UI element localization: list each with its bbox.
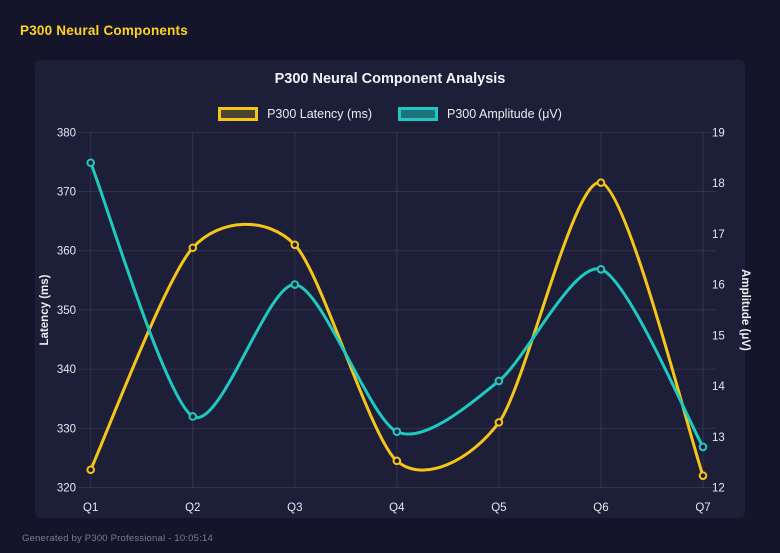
data-point-amplitude-q7[interactable] (698, 442, 708, 452)
chart-legend: P300 Latency (ms) P300 Amplitude (μV) (35, 104, 745, 124)
latency-series-swatch (218, 107, 259, 121)
right-axis-tick-label: 14 (712, 381, 725, 393)
right-axis-title: Amplitude (μV) (739, 269, 751, 351)
legend-item-amplitude[interactable]: P300 Amplitude (μV) (398, 107, 562, 121)
x-axis-category-label: Q7 (695, 502, 710, 514)
data-point-latency-q1[interactable] (86, 465, 95, 475)
legend-item-latency[interactable]: P300 Latency (ms) (218, 107, 372, 121)
data-point-latency-q3[interactable] (290, 240, 300, 250)
left-axis-title: Latency (ms) (39, 274, 51, 345)
data-point-latency-q6[interactable] (596, 178, 606, 187)
left-axis-tick-label: 340 (57, 364, 76, 376)
legend-label-amplitude: P300 Amplitude (μV) (447, 107, 562, 121)
right-axis-tick-label: 13 (712, 432, 725, 444)
x-axis-category-label: Q5 (491, 502, 506, 514)
left-axis-tick-label: 330 (57, 423, 76, 435)
chart-title: P300 Neural Component Analysis (274, 71, 506, 87)
left-axis-tick-label: 320 (57, 483, 76, 495)
data-point-amplitude-q6[interactable] (596, 265, 606, 274)
legend-label-latency: P300 Latency (ms) (267, 107, 372, 121)
right-axis-tick-label: 17 (712, 229, 725, 241)
left-axis-tick-label: 350 (57, 305, 76, 317)
x-axis-category-label: Q1 (83, 502, 98, 514)
right-axis-tick-label: 18 (712, 178, 725, 190)
page-title: P300 Neural Components (20, 23, 188, 38)
x-axis-category-label: Q3 (287, 502, 302, 514)
left-axis-tick-label: 360 (57, 246, 76, 258)
x-axis-category-label: Q6 (593, 502, 608, 514)
right-axis-tick-label: 19 (712, 127, 725, 139)
data-point-latency-q4[interactable] (392, 456, 402, 466)
data-point-latency-q7[interactable] (698, 471, 708, 480)
right-axis-tick-label: 12 (712, 483, 725, 495)
right-axis-tick-label: 15 (712, 330, 725, 342)
footer-text: Generated by P300 Professional - 10:05:1… (22, 533, 213, 544)
data-point-amplitude-q2[interactable] (188, 412, 198, 421)
chart-panel (35, 60, 745, 518)
data-point-amplitude-q1[interactable] (86, 158, 95, 168)
amplitude-series-swatch (398, 107, 438, 121)
data-point-amplitude-q3[interactable] (290, 280, 300, 289)
x-axis-category-label: Q2 (185, 502, 200, 514)
left-axis-tick-label: 370 (57, 187, 76, 199)
right-axis-tick-label: 16 (712, 280, 725, 292)
data-point-latency-q5[interactable] (494, 418, 504, 427)
data-point-amplitude-q5[interactable] (494, 376, 504, 386)
x-axis-category-label: Q4 (389, 502, 405, 514)
data-point-amplitude-q4[interactable] (392, 427, 402, 436)
left-axis-tick-label: 380 (57, 127, 76, 139)
data-point-latency-q2[interactable] (188, 243, 198, 253)
